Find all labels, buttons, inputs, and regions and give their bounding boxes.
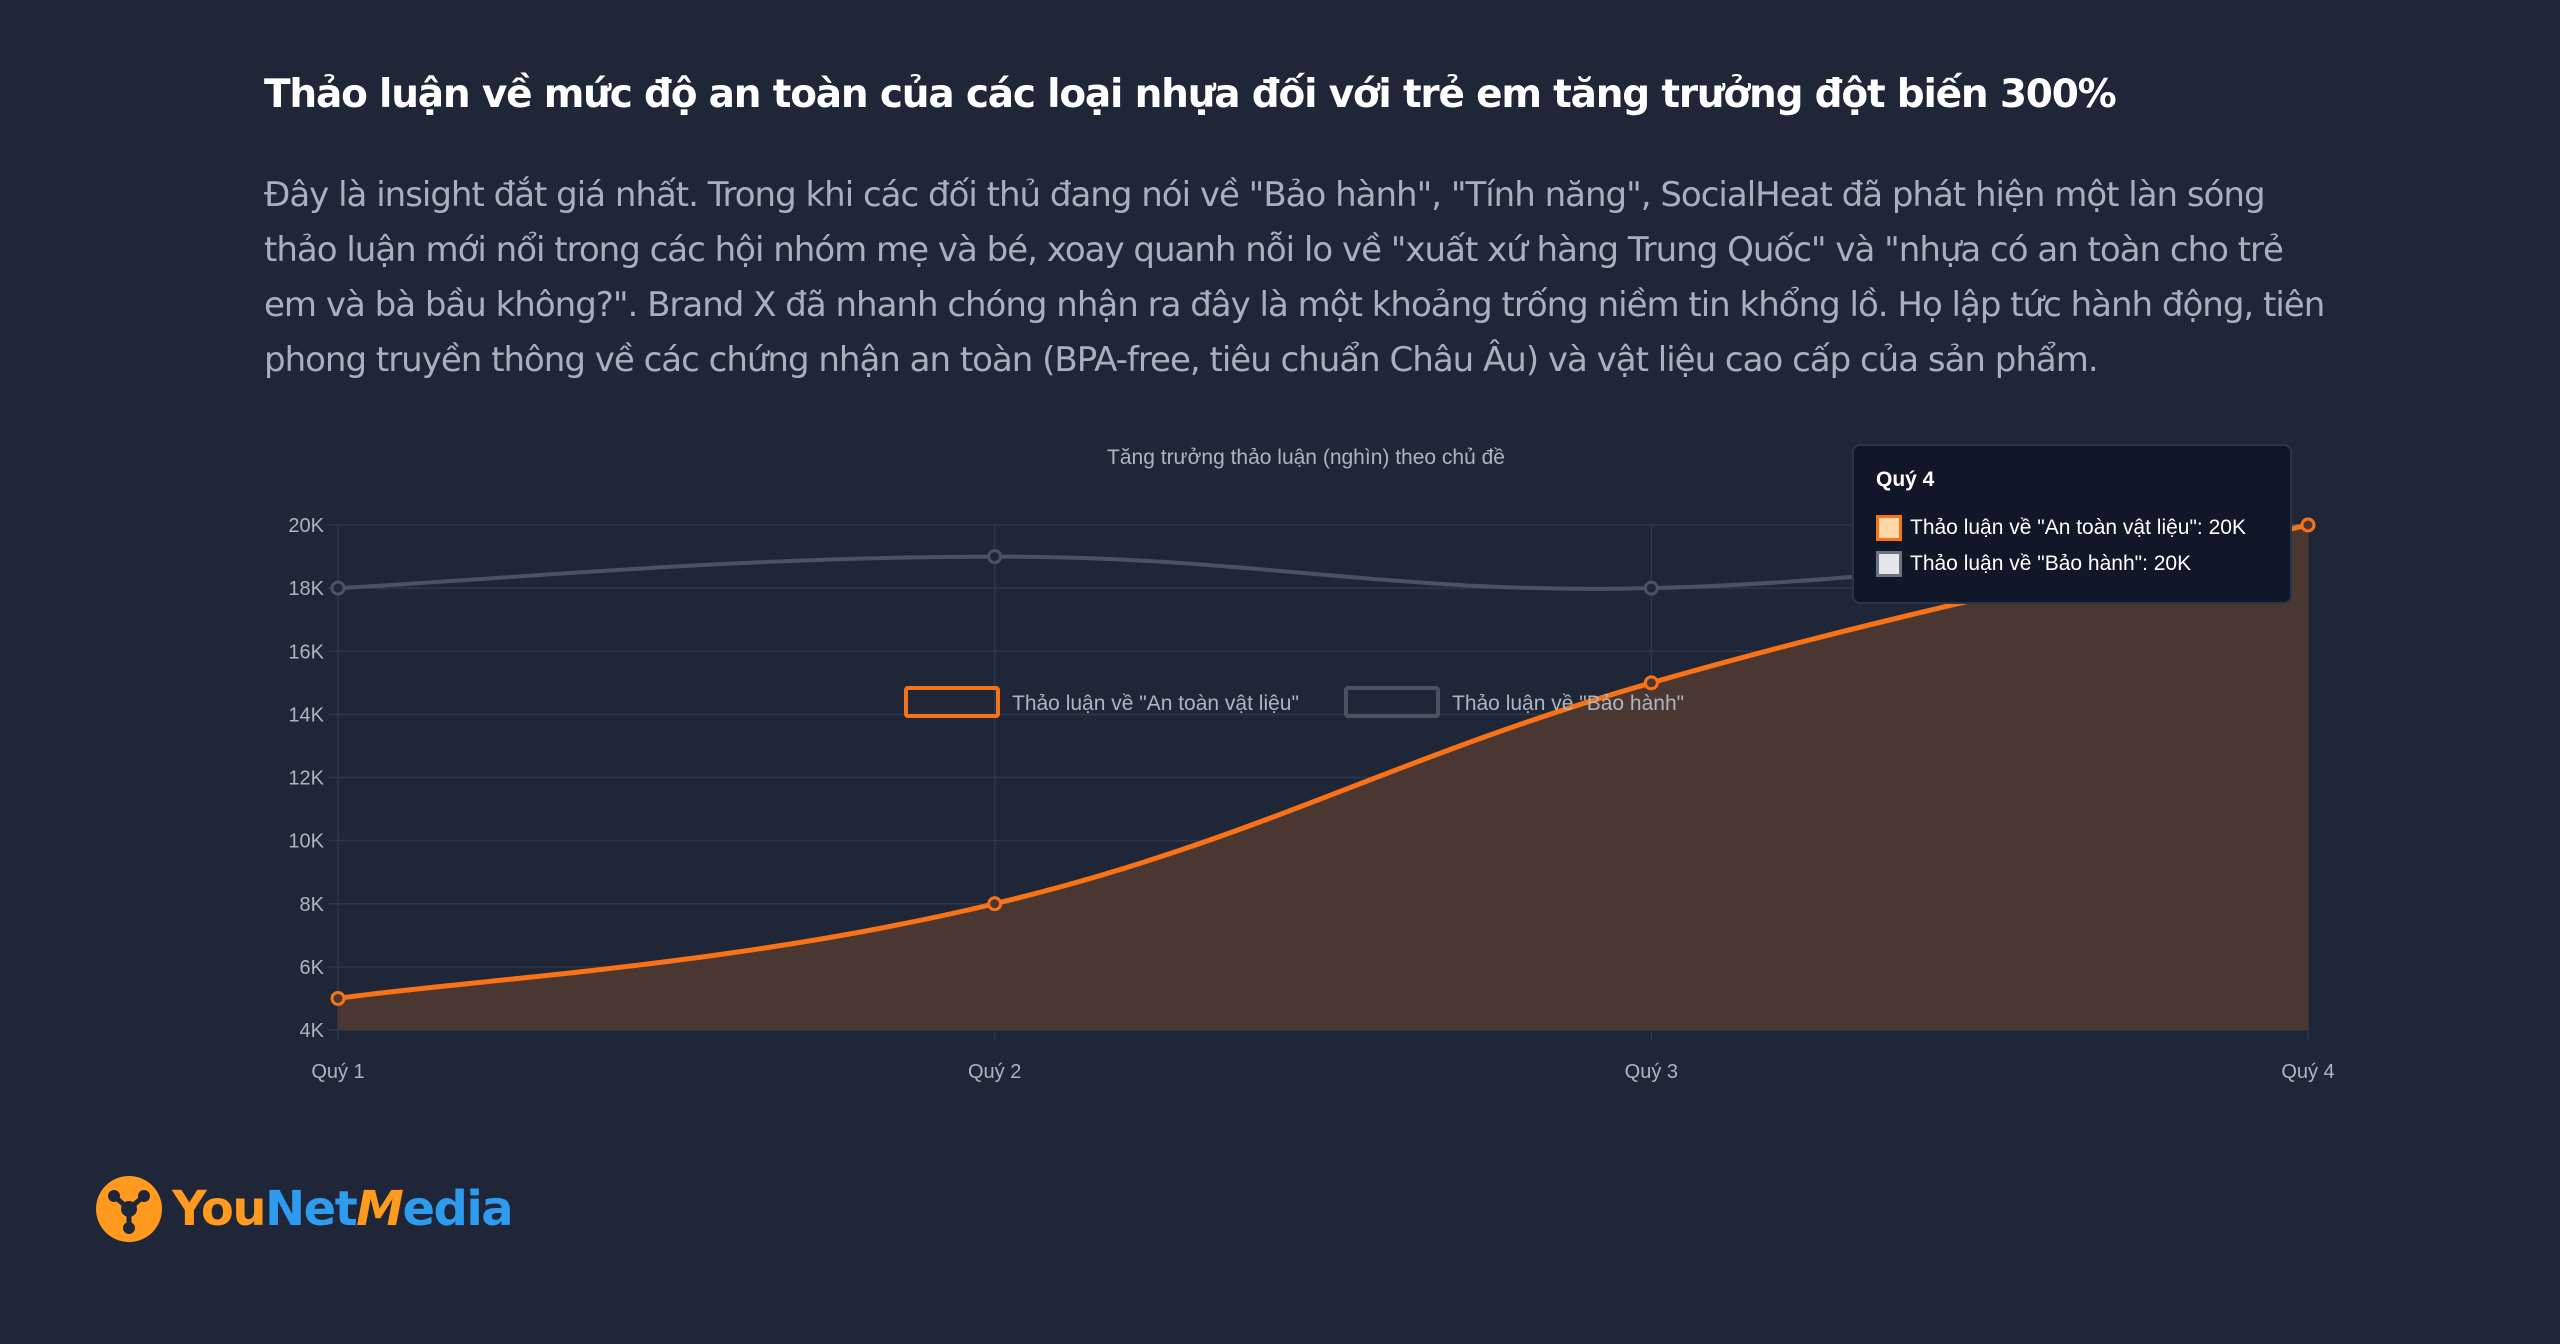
x-tick-label: Quý 3	[1625, 1061, 1678, 1083]
y-tick-label: 14K	[288, 704, 324, 726]
y-tick-label: 6K	[300, 957, 325, 979]
y-tick-label: 8K	[300, 894, 325, 916]
logo-wordmark: YouNetMedia	[172, 1181, 514, 1237]
logo-mark-icon	[96, 1176, 162, 1242]
chart-title: Tăng trưởng thảo luận (nghìn) theo chủ đ…	[1107, 446, 1505, 469]
y-tick-label: 20K	[288, 515, 324, 537]
area-fill	[338, 525, 2308, 1030]
legend-swatch-0[interactable]	[904, 686, 1000, 718]
tooltip-swatch-material-safety	[1876, 515, 1902, 541]
younet-media-logo: YouNetMedia	[94, 1174, 514, 1244]
legend-swatch-1[interactable]	[1344, 686, 1440, 718]
series-1-point-0[interactable]	[330, 580, 346, 596]
x-axis-ticks: Quý 1 Quý 2 Quý 3 Quý 4	[311, 1061, 2334, 1083]
x-tick-label: Quý 2	[968, 1061, 1021, 1083]
series-area-0	[338, 525, 2308, 1030]
series-0-point-1[interactable]	[987, 896, 1003, 912]
series-1-point-1[interactable]	[987, 549, 1003, 565]
legend-label-1[interactable]: Thảo luận về "Bảo hành"	[1452, 692, 1684, 715]
tooltip-label-warranty: Thảo luận về "Bảo hành": 20K	[1910, 552, 2192, 575]
page-heading: Thảo luận về mức độ an toàn của các loại…	[264, 72, 2117, 117]
y-axis-ticks: 4K 6K 8K 10K 12K 14K 16K 18K 20K	[288, 515, 324, 1042]
y-tick-label: 10K	[288, 831, 324, 853]
y-tick-label: 12K	[288, 768, 324, 790]
discussion-growth-chart[interactable]: Tăng trưởng thảo luận (nghìn) theo chủ đ…	[240, 430, 2370, 1170]
insight-description: Đây là insight đắt giá nhất. Trong khi c…	[264, 175, 2325, 380]
y-tick-label: 16K	[288, 641, 324, 663]
x-tick-label: Quý 4	[2281, 1061, 2334, 1083]
series-0-point-0[interactable]	[330, 990, 346, 1006]
tooltip-title: Quý 4	[1876, 468, 1935, 491]
tooltip-swatch-warranty	[1876, 551, 1902, 577]
tooltip-row-material-safety: Thảo luận về "An toàn vật liệu": 20K	[1876, 510, 2268, 546]
legend-label-0[interactable]: Thảo luận về "An toàn vật liệu"	[1012, 692, 1299, 715]
series-points[interactable]	[330, 517, 2316, 1006]
series-1-point-2[interactable]	[1643, 580, 1659, 596]
series-0-point-2[interactable]	[1643, 675, 1659, 691]
chart-legend[interactable]: Thảo luận về "An toàn vật liệu" Thảo luận…	[904, 686, 1684, 718]
tooltip-row-warranty: Thảo luận về "Bảo hành": 20K	[1876, 546, 2268, 582]
y-tick-label: 18K	[288, 578, 324, 600]
y-tick-label: 4K	[300, 1020, 325, 1042]
tooltip-label-material-safety: Thảo luận về "An toàn vật liệu": 20K	[1910, 516, 2246, 539]
series-0-point-3[interactable]	[2300, 517, 2316, 533]
chart-tooltip: Quý 4 Thảo luận về "An toàn vật liệu": 2…	[1852, 444, 2292, 604]
x-tick-label: Quý 1	[311, 1061, 364, 1083]
